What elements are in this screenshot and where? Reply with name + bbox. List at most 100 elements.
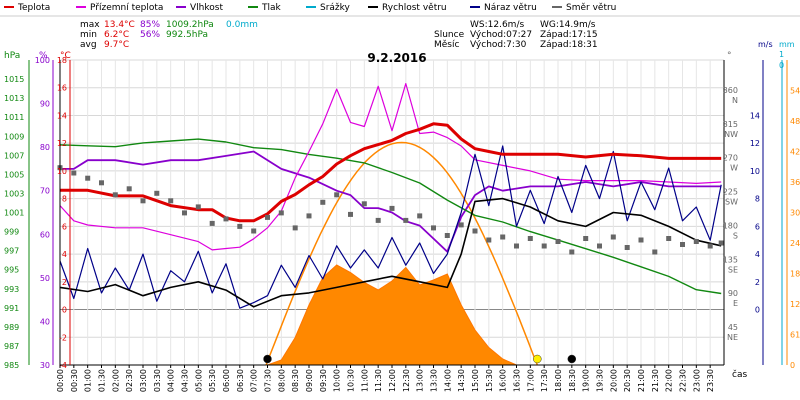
sunset-marker [533, 354, 542, 364]
direction-tick-label: 225 [723, 188, 738, 197]
wind-direction-point [348, 211, 353, 217]
pressure-tick: 987 [4, 342, 19, 351]
wind-direction-point [154, 190, 160, 196]
wind-unit: m/s [758, 40, 773, 49]
pressure-tick: 1013 [4, 94, 24, 103]
x-tick-label: 23:30 [706, 369, 715, 392]
wind-direction-point [292, 225, 298, 231]
wind-direction-point [666, 236, 672, 241]
wind-tick: 8 [755, 195, 760, 204]
temperature-tick: 16 [57, 84, 67, 93]
humidity-tick: 40 [40, 317, 50, 326]
wind-direction-point [85, 175, 91, 181]
pressure-tick: 1015 [4, 75, 24, 84]
solar-tick: 61 [790, 331, 800, 340]
x-tick-label: 02:30 [125, 369, 134, 392]
humidity-tick: 90 [40, 100, 50, 109]
wind-tick: 4 [755, 250, 760, 259]
temperature-tick: 6 [62, 222, 67, 231]
wind-direction-point [638, 237, 644, 243]
x-tick-label: 21:30 [651, 369, 660, 392]
direction-tick-label: 315 [723, 120, 738, 129]
wind-direction-point [514, 243, 519, 249]
temperature-tick: 18 [57, 56, 67, 65]
wind-direction-point [486, 237, 492, 243]
x-tick-label: 23:00 [692, 369, 701, 392]
wind-direction-point [527, 236, 533, 241]
astro-markers [263, 354, 577, 364]
stat-value: 992.5hPa [166, 30, 208, 40]
stat-value: 1009.2hPa [166, 20, 214, 30]
x-tick-label: 04:00 [167, 369, 176, 392]
pressure-tick: 1003 [4, 189, 24, 198]
wind-direction-point [361, 201, 367, 207]
wind-direction-point [265, 214, 270, 220]
wind-direction-point [168, 198, 174, 204]
wind-direction-point [195, 204, 201, 210]
wind-direction-point [693, 239, 699, 244]
temperature-tick: -4 [59, 361, 67, 370]
x-tick-label: 16:30 [513, 369, 522, 392]
solar-theoretical-curve [265, 141, 538, 366]
direction-tick-label: 90 [728, 289, 738, 298]
wind-direction-point [458, 222, 464, 228]
wind-speed-stat: WS:12.6m/s [470, 20, 524, 30]
temperature-tick: 4 [62, 250, 67, 259]
moon-label: Měsíc [434, 40, 459, 50]
rain-unit: mm [779, 40, 795, 49]
wind-direction-point [718, 240, 724, 246]
pressure-tick: 1005 [4, 170, 24, 179]
x-tick-label: 10:30 [347, 369, 356, 392]
wind-direction-point [472, 228, 478, 234]
direction-tick-compass: SW [725, 198, 738, 207]
wind-direction-point [320, 199, 326, 205]
chart-axes: hPa% °C °m/s mm1015101310111009100710051003… [4, 40, 800, 380]
direction-tick-label: 180 [723, 221, 738, 230]
direction-tick-label: 270 [723, 154, 738, 163]
pressure-tick: 1011 [4, 113, 24, 122]
wind-direction-point [278, 210, 284, 216]
x-tick-label: 18:30 [568, 369, 577, 392]
x-tick-label: 04:30 [181, 369, 190, 392]
x-tick-label: 09:00 [305, 369, 314, 392]
x-axis-label: čas [732, 369, 747, 380]
pressure-tick: 993 [4, 285, 19, 294]
humidity-tick: 30 [40, 361, 50, 370]
x-tick-label: 01:00 [84, 369, 93, 392]
pressure-tick: 991 [4, 304, 19, 313]
wind-direction-point [541, 243, 547, 249]
wind-direction-point [306, 213, 312, 219]
stat-value: 9.7°C [104, 40, 129, 50]
wind-direction-point [444, 233, 450, 238]
x-tick-label: 03:30 [153, 369, 162, 392]
x-tick-label: 19:30 [596, 369, 605, 392]
direction-tick-compass: NW [724, 130, 738, 139]
direction-tick-compass: S [733, 231, 738, 240]
x-tick-label: 15:30 [485, 369, 494, 392]
stat-label: max [80, 20, 100, 30]
solar-tick: 427 [790, 148, 800, 157]
wind-speed-line [59, 197, 722, 308]
chart-header: Teplota Přízemní teplota Vlhkost Tlak Srážky… [0, 3, 800, 50]
pressure-unit: hPa [4, 51, 20, 61]
x-tick-label: 07:00 [250, 369, 259, 392]
wind-direction-point [569, 249, 575, 255]
stat-label: min [80, 30, 97, 40]
x-tick-label: 15:00 [471, 369, 480, 392]
x-tick-label: 12:00 [388, 369, 397, 392]
wind-direction-point [112, 192, 118, 198]
wind-direction-point [99, 180, 104, 186]
legend-label: Směr větru [566, 3, 616, 13]
wind-direction-point [403, 217, 409, 223]
x-tick-label: 14:00 [443, 369, 452, 392]
humidity-tick: 100 [35, 56, 50, 65]
stat-value: 56% [140, 30, 160, 40]
legend-label: Srážky [320, 3, 351, 13]
wind-direction-point [500, 234, 506, 240]
x-tick-label: 08:00 [277, 369, 286, 392]
legend-label: Tlak [261, 3, 282, 13]
wind-tick: 12 [750, 139, 760, 148]
